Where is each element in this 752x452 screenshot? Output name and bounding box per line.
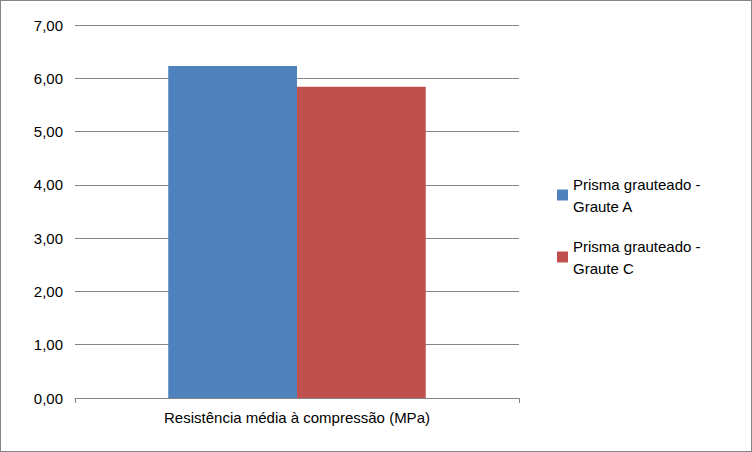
svg-text:5,00: 5,00 (34, 123, 63, 140)
svg-text:6,00: 6,00 (34, 70, 63, 87)
svg-text:Resistência média à compressão: Resistência média à compressão (MPa) (164, 409, 430, 426)
svg-text:7,00: 7,00 (34, 17, 63, 34)
svg-text:1,00: 1,00 (34, 336, 63, 353)
svg-text:2,00: 2,00 (34, 283, 63, 300)
svg-text:0,00: 0,00 (34, 390, 63, 407)
svg-text:Prisma grauteado -: Prisma grauteado - (573, 176, 705, 193)
svg-text:4,00: 4,00 (34, 176, 63, 193)
svg-text:3,00: 3,00 (34, 230, 63, 247)
svg-text:Graute A: Graute A (573, 198, 632, 215)
svg-text:Prisma grauteado -: Prisma grauteado - (573, 238, 705, 255)
svg-text:Graute C: Graute C (573, 260, 634, 277)
